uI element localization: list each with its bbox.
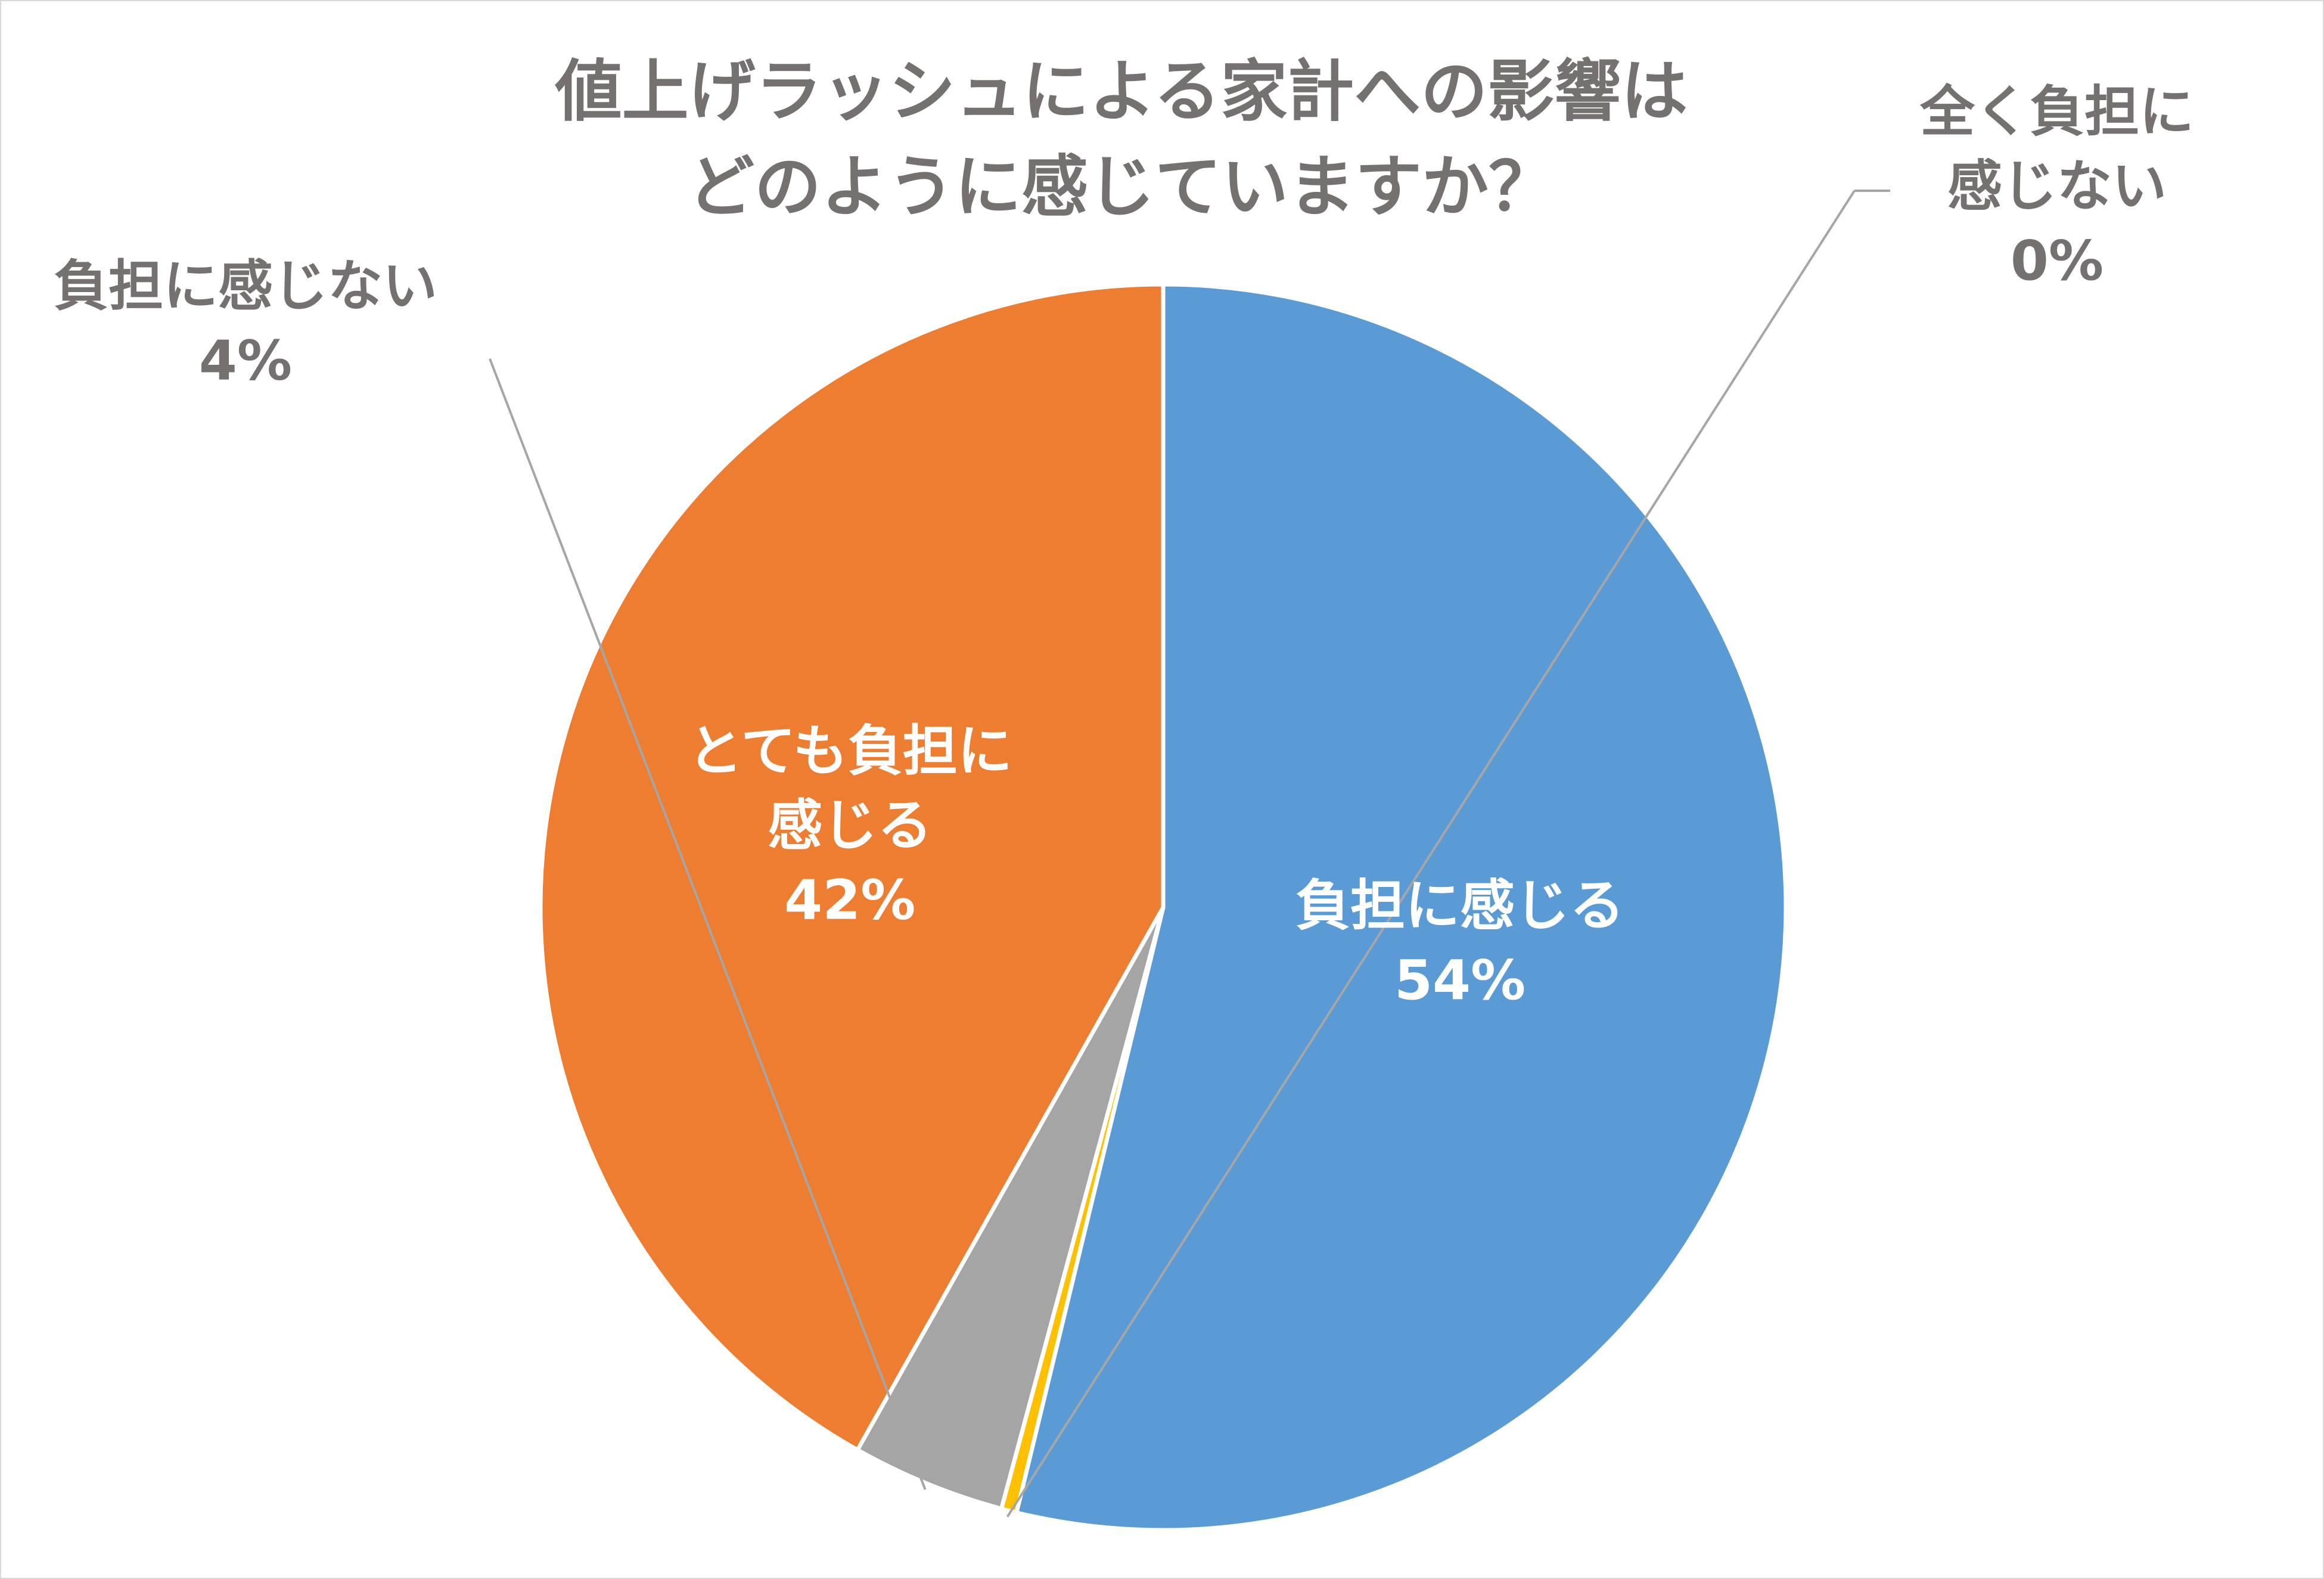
slice-category-label-1: 全く負担に bbox=[1919, 80, 2194, 144]
slice-value-label-1: 0% bbox=[2011, 229, 2104, 293]
slice-category-label-1: 感じない bbox=[1947, 154, 2167, 218]
slice-category-label-0: 負担に感じる bbox=[1295, 874, 1624, 938]
leader-line-1 bbox=[1006, 190, 1856, 1518]
slice-value-label-3: 42% bbox=[784, 868, 915, 932]
chart-title-line-2: どのように感じていますか？ bbox=[688, 148, 1555, 226]
pie-slices bbox=[538, 282, 1788, 1533]
leader-line-2 bbox=[489, 358, 927, 1490]
chart-title-line-1: 値上げラッシュによる家計への影響は bbox=[555, 53, 1688, 131]
leader-lines bbox=[489, 190, 1890, 1518]
slice-category-label-3: とても負担に bbox=[688, 719, 1012, 783]
chart-title: 値上げラッシュによる家計への影響は どのように感じていますか？ bbox=[555, 53, 1688, 226]
slice-value-label-2: 4% bbox=[199, 329, 292, 393]
pie-slice-2 bbox=[855, 906, 1166, 1512]
slice-value-label-0: 54% bbox=[1394, 948, 1525, 1012]
slice-category-label-2: 負担に感じない bbox=[54, 255, 437, 318]
pie-slice-0 bbox=[1014, 282, 1788, 1533]
pie-slice-3 bbox=[538, 282, 1166, 1453]
slice-category-label-3: 感じる bbox=[768, 793, 932, 857]
